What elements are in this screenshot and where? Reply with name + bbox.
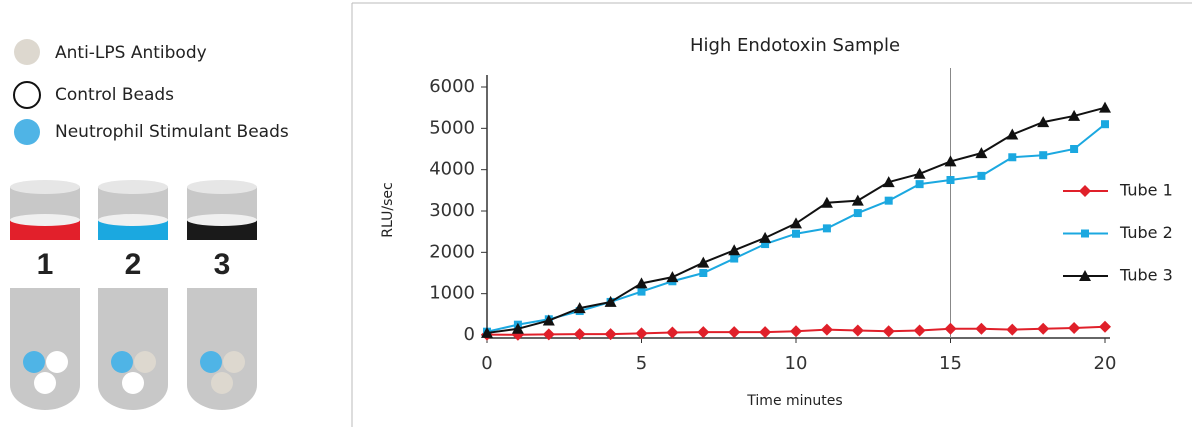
point xyxy=(730,254,739,263)
x-tick-label: 15 xyxy=(939,353,962,374)
x-axis-label: Time minutes xyxy=(746,393,842,409)
point xyxy=(511,322,524,334)
point xyxy=(573,328,586,341)
point xyxy=(1079,270,1091,281)
legend-label: Neutrophil Stimulant Beads xyxy=(55,122,289,142)
point xyxy=(1068,109,1081,121)
point xyxy=(761,240,770,249)
point xyxy=(1039,151,1048,160)
point xyxy=(913,167,926,179)
point xyxy=(666,326,679,339)
point xyxy=(946,176,955,184)
point xyxy=(882,325,895,338)
point xyxy=(604,295,617,307)
point xyxy=(851,194,864,206)
point xyxy=(759,231,772,243)
tube-number: 2 xyxy=(125,248,142,281)
y-tick-label: 0 xyxy=(464,324,475,345)
point xyxy=(944,155,957,167)
point xyxy=(822,224,831,233)
point xyxy=(882,176,895,188)
point xyxy=(884,196,893,205)
point xyxy=(697,256,710,268)
y-tick-label: 5000 xyxy=(429,117,475,138)
x-tick-label: 20 xyxy=(1094,353,1117,374)
point xyxy=(666,271,679,283)
y-tick-label: 6000 xyxy=(429,76,475,97)
point xyxy=(1099,101,1111,113)
point xyxy=(820,323,833,336)
point xyxy=(977,171,986,180)
control-swatch xyxy=(13,81,41,109)
point xyxy=(1037,116,1050,128)
point xyxy=(853,209,862,218)
point xyxy=(542,328,555,341)
point xyxy=(481,326,493,338)
legend-label: Tube 2 xyxy=(1119,223,1173,242)
x-tick-label: 0 xyxy=(481,353,492,374)
point xyxy=(604,328,617,341)
point xyxy=(975,147,988,159)
point xyxy=(1068,321,1081,334)
tube: 2 xyxy=(98,180,168,410)
point xyxy=(915,180,924,189)
point xyxy=(1081,229,1089,238)
point xyxy=(975,322,988,335)
point xyxy=(1006,323,1019,336)
point xyxy=(637,287,646,296)
legend-label: Tube 1 xyxy=(1119,181,1173,200)
point xyxy=(728,244,741,256)
legend-label: Anti-LPS Antibody xyxy=(55,43,207,63)
point xyxy=(1099,320,1111,333)
chart-title: High Endotoxin Sample xyxy=(690,35,900,56)
point xyxy=(790,325,802,338)
tube: 1 xyxy=(10,180,80,410)
x-tick-label: 10 xyxy=(785,353,808,374)
plot: 0 1000 2000 3000 4000 5000 6000 0 5 10 15 20 Tube 1 T… xyxy=(429,68,1173,374)
y-tick-label: 3000 xyxy=(429,200,475,221)
antibody-swatch xyxy=(14,39,40,65)
point xyxy=(1006,128,1019,140)
y-tick-label: 1000 xyxy=(429,283,475,304)
point xyxy=(728,326,741,339)
point xyxy=(635,277,648,289)
point xyxy=(759,326,772,339)
legend-label: Tube 3 xyxy=(1119,266,1173,285)
tube: 3 xyxy=(187,180,257,410)
point xyxy=(944,322,957,335)
stimulant-swatch xyxy=(14,119,40,145)
legend-label: Control Beads xyxy=(55,85,174,105)
y-tick-label: 2000 xyxy=(429,241,475,262)
point xyxy=(542,314,555,326)
point xyxy=(1008,153,1017,162)
point xyxy=(697,326,710,339)
point xyxy=(1037,322,1050,335)
y-axis-label: RLU/sec xyxy=(380,182,396,237)
point xyxy=(790,217,802,229)
point xyxy=(851,324,864,337)
point xyxy=(792,229,800,238)
point xyxy=(573,302,586,314)
point xyxy=(820,196,833,208)
tube-number: 3 xyxy=(214,248,231,281)
point xyxy=(1101,120,1109,129)
tube-number: 1 xyxy=(37,248,54,281)
point xyxy=(635,327,648,340)
point xyxy=(913,324,926,337)
point xyxy=(1070,145,1079,153)
y-tick-label: 4000 xyxy=(429,159,475,180)
point xyxy=(1079,185,1091,197)
x-tick-label: 5 xyxy=(636,353,647,374)
point xyxy=(699,269,708,277)
